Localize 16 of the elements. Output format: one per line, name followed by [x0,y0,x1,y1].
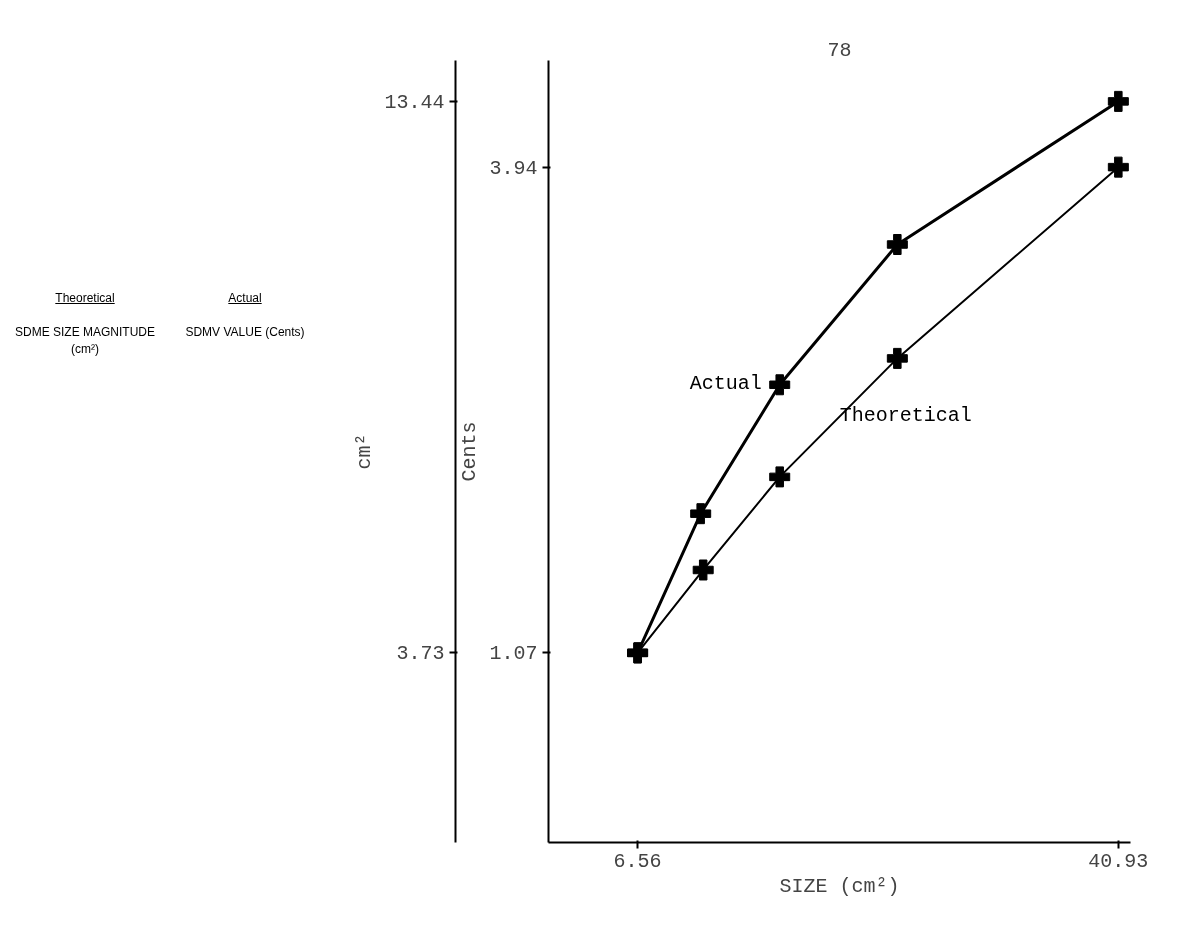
y-tick-label: 3.94 [489,156,538,180]
y2-tick-label: 3.73 [396,642,445,666]
x-tick-label: 6.56 [613,849,662,873]
y-tick-label: 1.07 [489,642,538,666]
text: SDMV VALUE (Cents) [185,325,305,340]
series-label: Theoretical [839,403,972,427]
text: SDME SIZE MAGNITUDE (cm²) [14,325,155,357]
y2-axis-title: cm² [353,433,377,470]
text: Actual [228,291,262,305]
x-tick-label: 40.93 [1088,849,1149,873]
text: Theoretical [55,291,115,305]
x-axis-title: SIZE (cm²) [779,874,900,898]
y2-tick-label: 13.44 [384,90,445,114]
annotation: 78 [827,38,852,62]
series-label: Actual [689,371,762,395]
y-axis-title: Cents [458,421,482,482]
